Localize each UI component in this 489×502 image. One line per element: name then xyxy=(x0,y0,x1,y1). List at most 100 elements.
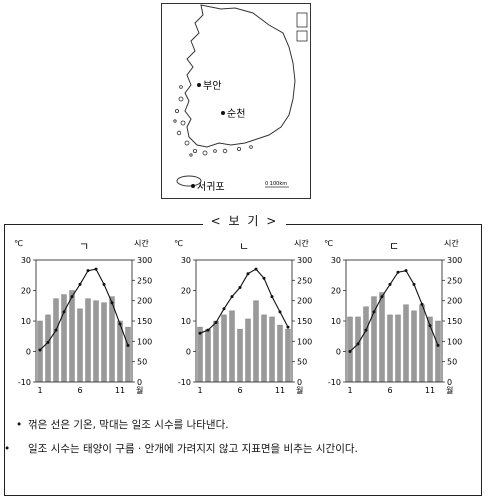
temperature-point xyxy=(126,343,130,347)
temperature-point xyxy=(270,295,274,299)
y-left-tick-label: 10 xyxy=(331,317,341,326)
chart-title: ㄱ xyxy=(79,240,89,253)
sunshine-bar xyxy=(197,326,203,383)
x-axis-label: 월 xyxy=(296,385,303,395)
sunshine-bar xyxy=(77,308,83,383)
y-left-tick-label: 0 xyxy=(186,348,191,357)
temperature-point xyxy=(420,302,424,306)
y-right-tick-label: 300 xyxy=(297,256,312,265)
temperature-point xyxy=(206,328,210,332)
sunshine-bar xyxy=(355,316,361,383)
temperature-point xyxy=(404,269,408,273)
plot-frame xyxy=(195,259,293,383)
temperature-point xyxy=(214,321,218,325)
sunshine-bar xyxy=(363,306,369,383)
y-right-tick-label: 150 xyxy=(137,317,152,326)
sunshine-bar xyxy=(387,314,393,383)
chart-title: ㄷ xyxy=(389,240,399,253)
sunshine-bar xyxy=(419,304,425,383)
y-left-tick-label: 0 xyxy=(26,348,31,357)
temperature-point xyxy=(102,282,106,286)
temperature-point xyxy=(222,307,226,311)
y-right-tick-label: 0 xyxy=(447,378,452,387)
jeju-island xyxy=(176,175,202,187)
sunshine-bar xyxy=(125,326,131,383)
y-left-tick-label: -10 xyxy=(328,378,341,387)
plot-frame xyxy=(35,259,133,383)
y-right-tick-label: 300 xyxy=(447,256,462,265)
sunshine-bar xyxy=(221,314,227,383)
suncheon-label: 순천 xyxy=(227,108,245,120)
x-tick-label: 1 xyxy=(37,386,42,395)
temperature-line xyxy=(39,268,129,351)
y-left-tick-label: 20 xyxy=(181,287,191,296)
location-map: 부안 순천 서귀포 0 100km xyxy=(161,3,311,199)
y-right-tick-label: 50 xyxy=(447,358,457,367)
sunshine-bar xyxy=(403,304,409,383)
x-axis-label: 월 xyxy=(136,385,143,395)
temperature-point xyxy=(46,340,50,344)
y-left-unit: ℃ xyxy=(14,239,23,248)
temperature-point xyxy=(254,267,258,271)
sunshine-bar xyxy=(237,328,243,383)
sunshine-bar xyxy=(245,318,251,383)
y-right-tick-label: 100 xyxy=(447,337,462,346)
temperature-point xyxy=(70,295,74,299)
coastal-islands xyxy=(173,85,253,157)
mainland-outline xyxy=(184,4,296,148)
seogwipo-label: 서귀포 xyxy=(197,181,225,193)
sunshine-bar xyxy=(85,298,91,383)
temperature-point xyxy=(246,272,250,276)
sunshine-bar xyxy=(261,314,267,383)
temperature-point xyxy=(78,282,82,286)
x-tick-label: 11 xyxy=(275,386,285,395)
y-right-tick-label: 200 xyxy=(137,297,152,306)
y-right-unit: 시간 xyxy=(134,238,149,248)
sunshine-bar xyxy=(37,320,43,383)
temperature-point xyxy=(86,269,90,273)
bogi-title: < 보 기 > xyxy=(0,212,489,229)
y-left-tick-label: -10 xyxy=(18,378,31,387)
y-left-tick-label: 30 xyxy=(181,256,191,265)
y-left-tick-label: 20 xyxy=(331,287,341,296)
sunshine-bar xyxy=(435,320,441,383)
y-right-tick-label: 250 xyxy=(447,276,462,285)
buan-label: 부안 xyxy=(203,80,221,92)
note-1: • 꺾은 선은 기온, 막대는 일조 시수를 나타낸다. xyxy=(16,419,229,431)
sunshine-bar xyxy=(277,324,283,383)
temperature-point xyxy=(54,328,58,332)
y-right-tick-label: 250 xyxy=(297,276,312,285)
temperature-point xyxy=(238,285,242,289)
x-tick-label: 11 xyxy=(115,386,125,395)
y-left-tick-label: 10 xyxy=(181,317,191,326)
y-left-unit: ℃ xyxy=(324,239,333,248)
inset-box xyxy=(296,30,308,42)
plot-frame xyxy=(345,259,443,383)
x-tick-label: 11 xyxy=(425,386,435,395)
seogwipo-marker xyxy=(191,184,195,188)
temperature-point xyxy=(388,282,392,286)
chart-title: ㄴ xyxy=(239,240,249,253)
sunshine-bar xyxy=(69,290,75,383)
temperature-point xyxy=(262,276,266,280)
temperature-point xyxy=(278,310,282,314)
y-right-tick-label: 250 xyxy=(137,276,152,285)
inset-box xyxy=(296,12,308,28)
y-right-tick-label: 50 xyxy=(137,358,147,367)
y-left-tick-label: 0 xyxy=(336,348,341,357)
temperature-point xyxy=(198,331,202,335)
y-right-tick-label: 200 xyxy=(297,297,312,306)
y-left-tick-label: 10 xyxy=(21,317,31,326)
temperature-line xyxy=(199,268,289,334)
note-2: • 일조 시수는 태양이 구름 · 안개에 가려지지 않고 지표면을 비추는 시간… xyxy=(4,443,358,455)
scale-label: 0 100km xyxy=(265,181,287,187)
y-right-tick-label: 300 xyxy=(137,256,152,265)
sunshine-bar xyxy=(45,314,51,383)
x-tick-label: 1 xyxy=(197,386,202,395)
sunshine-bar xyxy=(109,296,115,383)
x-tick-label: 6 xyxy=(237,386,242,395)
